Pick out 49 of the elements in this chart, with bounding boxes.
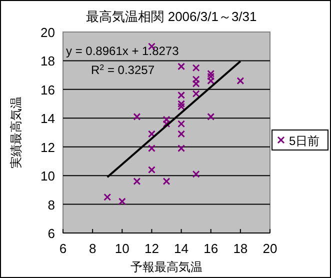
point [178, 91, 186, 99]
point [162, 120, 170, 128]
point [104, 193, 112, 201]
point [148, 166, 156, 174]
point [192, 76, 200, 84]
point [148, 144, 156, 152]
point [192, 80, 200, 88]
y-tick-label: 20 [40, 25, 55, 40]
annotation: y = 0.8961x + 1.8273 [66, 44, 180, 58]
point [162, 178, 170, 186]
y-tick-label: 8 [48, 197, 55, 212]
point [162, 116, 170, 124]
x-tick-label: 20 [262, 241, 278, 256]
y-tick-label: 14 [40, 111, 55, 126]
point [192, 90, 200, 98]
point [192, 170, 200, 178]
annotation: R$^{2}$ = 0.3257 [91, 62, 155, 77]
point [133, 112, 141, 120]
x-tick-label: 6 [59, 241, 67, 256]
point [207, 112, 215, 120]
y-tick-label: 10 [40, 168, 55, 184]
y-tick-label: 6 [48, 226, 55, 241]
x-tick-label: 10 [114, 241, 130, 256]
x-tick-label: 12 [144, 241, 159, 256]
legend-label: 5日前 [289, 134, 320, 148]
chart-title: 最高気温相関 2006/3/1～3/31 [86, 9, 257, 24]
x-tick-label: 16 [204, 241, 218, 256]
point [133, 178, 141, 186]
y-axis-title: 実績最高気温 [9, 96, 23, 168]
point [178, 102, 186, 110]
point [118, 198, 126, 206]
x-tick-label: 14 [174, 241, 189, 256]
point [192, 64, 200, 72]
point [207, 70, 215, 78]
point [178, 62, 186, 70]
point [178, 100, 186, 108]
point [178, 120, 186, 128]
point [148, 130, 156, 138]
y-tick-label: 16 [40, 82, 55, 98]
point [178, 130, 186, 138]
y-tick-label: 12 [40, 140, 55, 155]
x-tick-label: 18 [233, 241, 248, 256]
point [236, 77, 244, 85]
point [207, 72, 215, 80]
x-tick-label: 8 [88, 241, 96, 256]
point [178, 144, 186, 152]
y-tick-label: 18 [40, 54, 55, 69]
x-axis-title: 予報最高気温 [130, 260, 202, 274]
point [207, 77, 215, 85]
